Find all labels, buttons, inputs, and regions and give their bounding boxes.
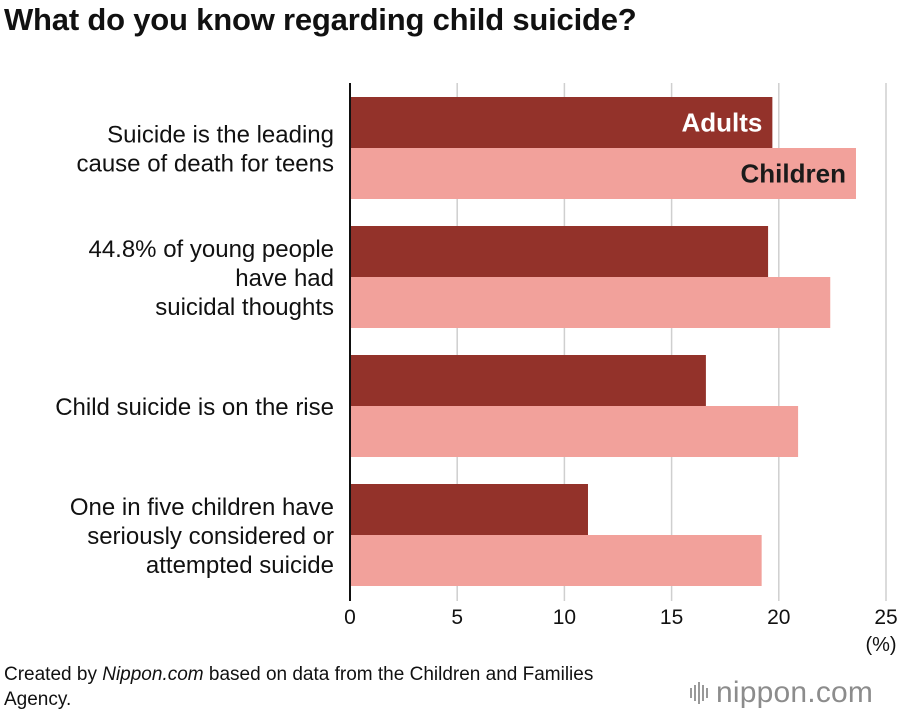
bar-adults: [350, 484, 588, 535]
nippon-bars-icon: [690, 682, 708, 704]
category-label: have had: [235, 265, 334, 292]
bar-children: [350, 277, 831, 328]
credit-prefix: Created by: [4, 664, 103, 685]
category-label: 44.8% of young people: [88, 236, 334, 263]
x-tick-label: 5: [451, 606, 463, 629]
series-label-children: Children: [741, 159, 846, 189]
bar-children: [350, 148, 856, 199]
x-tick-label: 15: [660, 606, 683, 629]
nippon-logo: nippon.com: [690, 673, 900, 713]
logo-text: nippon.com: [716, 676, 874, 709]
bar-chart: Adults Children Suicide is the leadingcaus…: [55, 83, 898, 656]
credit-suffix: based on data from the Children and Fami…: [4, 664, 594, 710]
bar-adults: [350, 355, 706, 406]
bar-adults: [350, 97, 773, 148]
bar-children: [350, 406, 799, 457]
category-label: Child suicide is on the rise: [55, 394, 334, 421]
category-label: suicidal thoughts: [155, 294, 334, 321]
x-tick-label: 0: [344, 606, 356, 629]
source-credit: Created by Nippon.com based on data from…: [4, 662, 644, 712]
category-label: seriously considered or: [87, 523, 334, 550]
x-unit-label: (%): [865, 634, 896, 656]
chart-title: What do you know regarding child suicide…: [4, 2, 637, 37]
bar-adults: [350, 226, 769, 277]
category-label: attempted suicide: [146, 552, 334, 579]
category-label: One in five children have: [70, 494, 334, 521]
category-label: Suicide is the leading: [107, 122, 334, 149]
credit-source: Nippon.com: [102, 664, 204, 685]
x-tick-label: 25: [874, 606, 897, 629]
series-label-adults: Adults: [681, 108, 762, 138]
x-tick-label: 20: [767, 606, 790, 629]
x-tick-label: 10: [553, 606, 576, 629]
category-label: cause of death for teens: [76, 151, 334, 178]
bar-children: [350, 535, 762, 586]
